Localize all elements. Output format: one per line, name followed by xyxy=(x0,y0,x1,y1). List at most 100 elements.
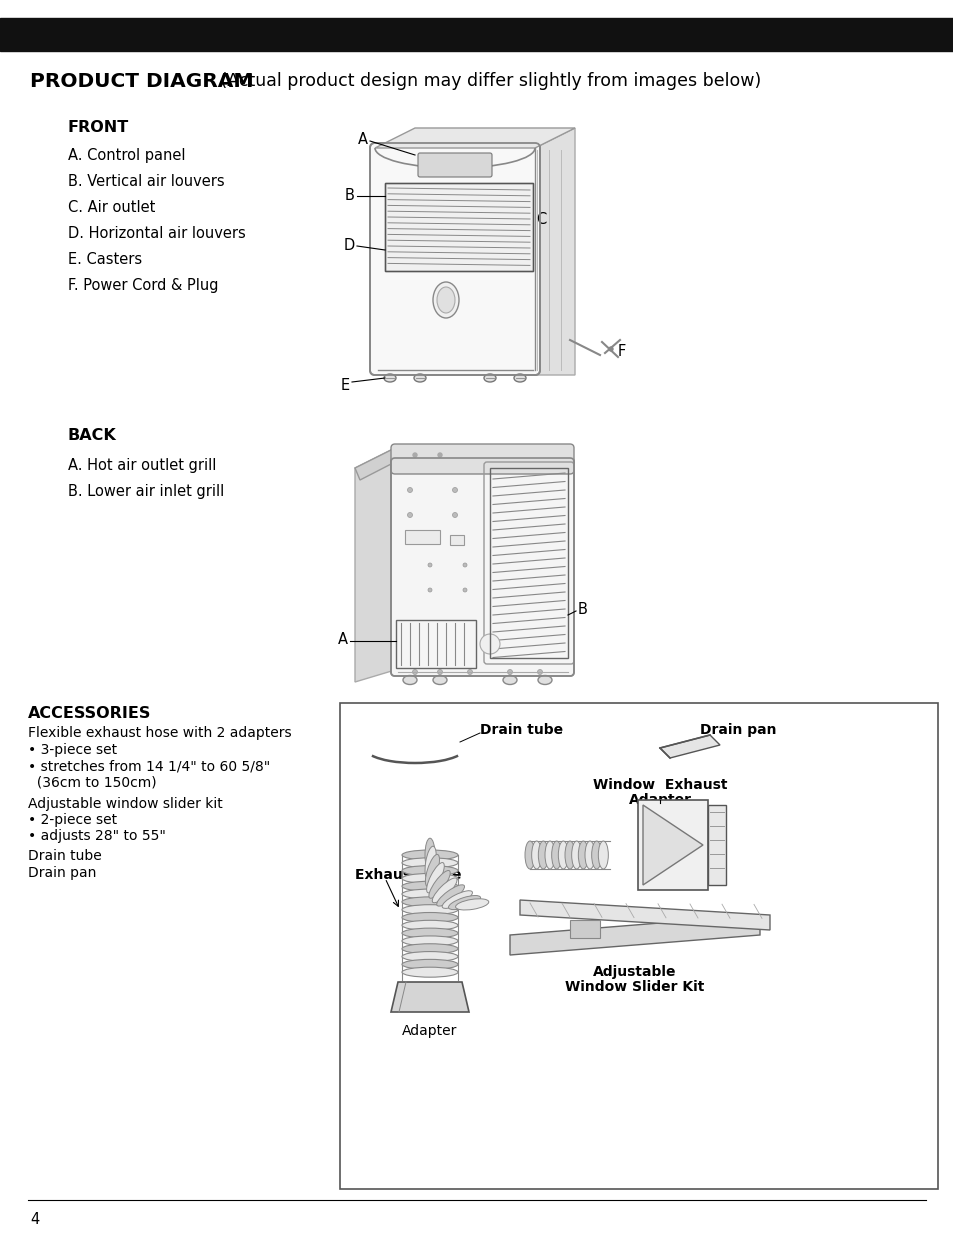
Ellipse shape xyxy=(401,913,457,923)
Circle shape xyxy=(412,669,417,674)
Bar xyxy=(450,535,463,545)
Ellipse shape xyxy=(564,841,575,869)
Ellipse shape xyxy=(401,920,457,930)
Ellipse shape xyxy=(441,890,472,909)
Polygon shape xyxy=(519,900,769,930)
Circle shape xyxy=(452,513,457,517)
Polygon shape xyxy=(355,448,395,480)
Circle shape xyxy=(407,488,412,493)
FancyBboxPatch shape xyxy=(391,445,574,474)
Text: A. Hot air outlet grill: A. Hot air outlet grill xyxy=(68,458,216,473)
Text: Drain tube: Drain tube xyxy=(28,848,102,863)
Ellipse shape xyxy=(524,841,535,869)
Ellipse shape xyxy=(433,282,458,317)
Ellipse shape xyxy=(401,905,457,915)
Text: D. Horizontal air louvers: D. Horizontal air louvers xyxy=(68,226,246,241)
Bar xyxy=(339,703,937,1189)
Circle shape xyxy=(437,453,441,457)
Polygon shape xyxy=(642,805,702,885)
Bar xyxy=(707,805,725,885)
Polygon shape xyxy=(535,128,575,375)
Ellipse shape xyxy=(414,374,426,382)
Text: Exhaust Hose: Exhaust Hose xyxy=(355,868,461,882)
Ellipse shape xyxy=(537,841,548,869)
Ellipse shape xyxy=(401,897,457,906)
Ellipse shape xyxy=(384,374,395,382)
Polygon shape xyxy=(510,915,760,955)
Circle shape xyxy=(428,588,432,592)
Ellipse shape xyxy=(578,841,588,869)
Bar xyxy=(385,183,533,270)
Ellipse shape xyxy=(436,884,464,906)
FancyBboxPatch shape xyxy=(370,143,539,375)
Bar xyxy=(638,800,707,890)
Ellipse shape xyxy=(544,841,555,869)
Text: 4: 4 xyxy=(30,1212,39,1228)
Text: F: F xyxy=(618,345,625,359)
Ellipse shape xyxy=(401,850,457,860)
Text: FRONT: FRONT xyxy=(68,120,129,135)
Ellipse shape xyxy=(591,841,601,869)
Ellipse shape xyxy=(558,841,568,869)
Text: A: A xyxy=(337,632,348,647)
Text: (Actual product design may differ slightly from images below): (Actual product design may differ slight… xyxy=(214,72,760,90)
Circle shape xyxy=(437,669,442,674)
Text: F. Power Cord & Plug: F. Power Cord & Plug xyxy=(68,278,218,293)
Text: D: D xyxy=(343,237,355,252)
Text: Flexible exhaust hose with 2 adapters: Flexible exhaust hose with 2 adapters xyxy=(28,726,292,740)
Text: A: A xyxy=(357,132,368,147)
Polygon shape xyxy=(375,128,575,148)
Ellipse shape xyxy=(425,855,439,887)
Polygon shape xyxy=(391,982,469,1011)
Bar xyxy=(490,468,567,658)
Ellipse shape xyxy=(401,951,457,962)
Text: C: C xyxy=(536,212,546,227)
Text: A. Control panel: A. Control panel xyxy=(68,148,185,163)
Ellipse shape xyxy=(584,841,595,869)
Ellipse shape xyxy=(483,374,496,382)
Text: B. Lower air inlet grill: B. Lower air inlet grill xyxy=(68,484,224,499)
Text: Adapter: Adapter xyxy=(628,793,691,806)
FancyBboxPatch shape xyxy=(417,153,492,177)
Ellipse shape xyxy=(537,676,552,684)
Ellipse shape xyxy=(531,841,541,869)
Text: • 2-piece set: • 2-piece set xyxy=(28,813,117,827)
Ellipse shape xyxy=(424,839,435,872)
Ellipse shape xyxy=(502,676,517,684)
Ellipse shape xyxy=(551,841,561,869)
Text: BACK: BACK xyxy=(68,429,116,443)
Ellipse shape xyxy=(448,895,480,910)
Ellipse shape xyxy=(401,858,457,868)
Ellipse shape xyxy=(401,944,457,953)
Text: B. Vertical air louvers: B. Vertical air louvers xyxy=(68,174,224,189)
Circle shape xyxy=(608,347,613,351)
Text: Drain pan: Drain pan xyxy=(28,866,96,881)
FancyBboxPatch shape xyxy=(391,458,574,676)
Ellipse shape xyxy=(401,960,457,969)
Ellipse shape xyxy=(401,873,457,883)
Text: • stretches from 14 1/4" to 60 5/8": • stretches from 14 1/4" to 60 5/8" xyxy=(28,760,270,774)
Bar xyxy=(405,530,439,543)
Circle shape xyxy=(413,453,416,457)
Circle shape xyxy=(462,563,467,567)
Text: B: B xyxy=(345,188,355,203)
Text: • 3-piece set: • 3-piece set xyxy=(28,743,117,757)
Ellipse shape xyxy=(436,287,455,312)
Ellipse shape xyxy=(426,862,444,893)
Circle shape xyxy=(479,634,499,655)
Ellipse shape xyxy=(598,841,608,869)
Circle shape xyxy=(407,513,412,517)
Ellipse shape xyxy=(432,878,456,903)
Circle shape xyxy=(537,669,542,674)
Ellipse shape xyxy=(456,899,488,910)
Ellipse shape xyxy=(401,866,457,876)
Text: Window Slider Kit: Window Slider Kit xyxy=(565,981,704,994)
Circle shape xyxy=(462,588,467,592)
Text: Adjustable window slider kit: Adjustable window slider kit xyxy=(28,797,222,811)
Text: E: E xyxy=(340,378,350,393)
Ellipse shape xyxy=(514,374,525,382)
Bar xyxy=(385,183,533,270)
Text: B: B xyxy=(578,603,587,618)
Ellipse shape xyxy=(401,936,457,946)
Polygon shape xyxy=(659,735,720,758)
